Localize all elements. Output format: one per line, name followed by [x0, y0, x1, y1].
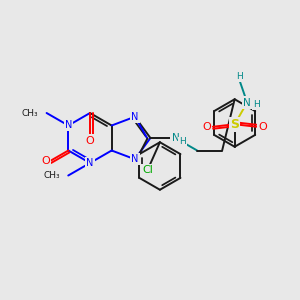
- Text: N: N: [131, 112, 139, 122]
- Text: N: N: [172, 133, 179, 143]
- Text: H: H: [236, 72, 243, 81]
- Text: CH₃: CH₃: [22, 109, 39, 118]
- Text: O: O: [258, 122, 267, 132]
- Text: O: O: [42, 156, 50, 166]
- Text: H: H: [179, 137, 186, 146]
- Text: S: S: [230, 118, 239, 131]
- Text: N: N: [131, 154, 139, 164]
- Text: N: N: [86, 158, 94, 168]
- Text: N: N: [65, 121, 72, 130]
- Text: O: O: [85, 136, 94, 146]
- Text: H: H: [253, 100, 260, 109]
- Text: O: O: [202, 122, 211, 132]
- Text: Cl: Cl: [142, 165, 153, 175]
- Text: N: N: [243, 98, 251, 107]
- Text: CH₃: CH₃: [44, 171, 60, 180]
